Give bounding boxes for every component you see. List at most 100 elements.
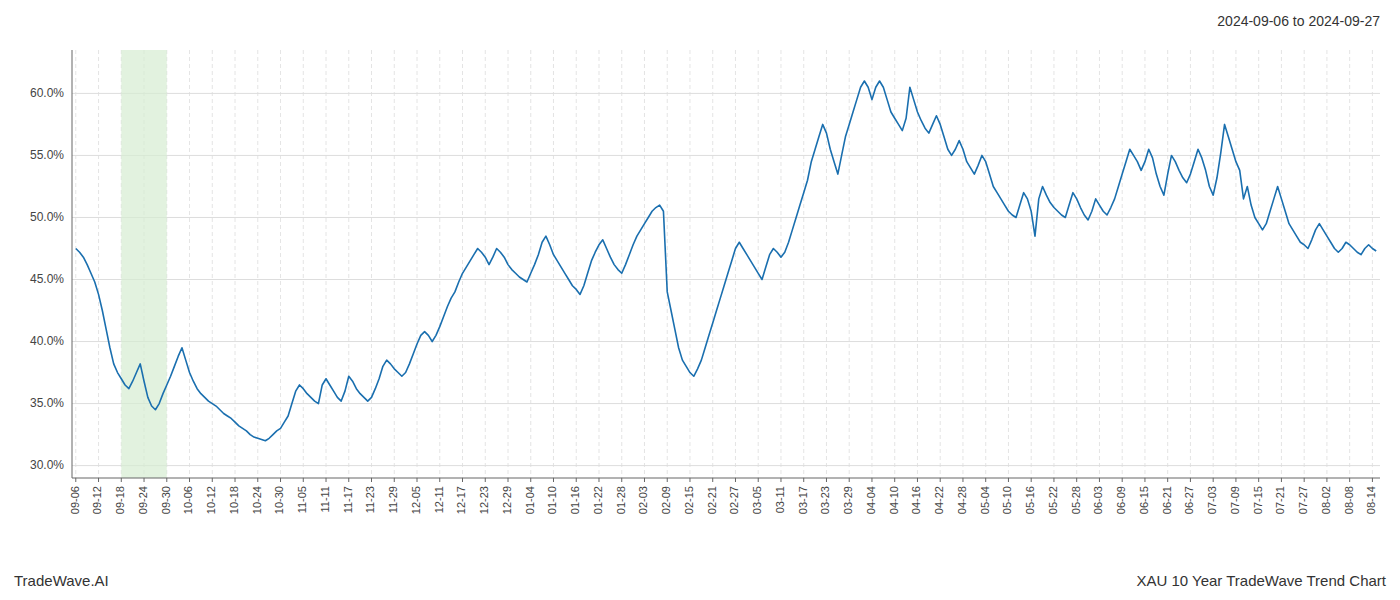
line bbox=[76, 81, 1376, 441]
y-tick-label: 35.0% bbox=[30, 396, 64, 410]
x-tick-label: 04-04 bbox=[865, 486, 877, 514]
x-tick bbox=[1213, 478, 1214, 482]
grid bbox=[72, 50, 1380, 478]
x-grid-line bbox=[530, 50, 531, 478]
x-grid-line bbox=[576, 50, 577, 478]
x-tick bbox=[1258, 478, 1259, 482]
x-tick-label: 07-03 bbox=[1206, 486, 1218, 514]
x-grid-line bbox=[1167, 50, 1168, 478]
x-tick bbox=[371, 478, 372, 482]
x-tick bbox=[508, 478, 509, 482]
background bbox=[0, 0, 1400, 600]
x-grid-line bbox=[1008, 50, 1009, 478]
x-grid-line bbox=[803, 50, 804, 478]
x-grid-line bbox=[689, 50, 690, 478]
x-tick bbox=[621, 478, 622, 482]
x-tick-label: 06-21 bbox=[1161, 486, 1173, 514]
x-tick-label: 06-09 bbox=[1115, 486, 1127, 514]
x-tick bbox=[598, 478, 599, 482]
x-grid-line bbox=[439, 50, 440, 478]
x-tick-label: 05-04 bbox=[979, 486, 991, 514]
x-tick-label: 11-11 bbox=[319, 486, 331, 513]
y-tick-label: 45.0% bbox=[30, 272, 64, 286]
x-tick bbox=[1008, 478, 1009, 482]
y-grid-line bbox=[72, 217, 1380, 218]
x-tick-label: 10-12 bbox=[205, 486, 217, 514]
x-tick bbox=[166, 478, 167, 482]
x-tick-label: 07-09 bbox=[1229, 486, 1241, 514]
x-tick-label: 05-16 bbox=[1024, 486, 1036, 514]
x-tick-label: 12-05 bbox=[410, 486, 422, 514]
x-tick bbox=[849, 478, 850, 482]
x-grid-line bbox=[553, 50, 554, 478]
x-tick-label: 08-02 bbox=[1320, 486, 1332, 514]
y-tick-label: 55.0% bbox=[30, 148, 64, 162]
x-tick bbox=[1326, 478, 1327, 482]
x-tick bbox=[417, 478, 418, 482]
x-grid-line bbox=[985, 50, 986, 478]
x-tick bbox=[1190, 478, 1191, 482]
x-grid-line bbox=[212, 50, 213, 478]
x-tick-label: 09-24 bbox=[137, 486, 149, 514]
x-tick bbox=[689, 478, 690, 482]
x-grid-line bbox=[1349, 50, 1350, 478]
x-tick-label: 10-24 bbox=[251, 486, 263, 514]
x-tick bbox=[985, 478, 986, 482]
x-tick bbox=[1053, 478, 1054, 482]
x-grid-line bbox=[98, 50, 99, 478]
x-tick bbox=[712, 478, 713, 482]
x-tick-label: 03-11 bbox=[774, 486, 786, 513]
x-tick bbox=[485, 478, 486, 482]
x-tick bbox=[98, 478, 99, 482]
x-grid-line bbox=[871, 50, 872, 478]
y-grid-line bbox=[72, 341, 1380, 342]
x-tick bbox=[144, 478, 145, 482]
x-tick bbox=[758, 478, 759, 482]
x-grid-line bbox=[1076, 50, 1077, 478]
x-tick-label: 01-16 bbox=[569, 486, 581, 514]
x-grid-line bbox=[1031, 50, 1032, 478]
x-tick bbox=[826, 478, 827, 482]
annotation: TradeWave.AI bbox=[14, 572, 109, 589]
y-tick-label: 30.0% bbox=[30, 458, 64, 472]
x-tick-label: 04-10 bbox=[888, 486, 900, 514]
x-tick-label: 09-30 bbox=[160, 486, 172, 514]
x-tick-label: 01-28 bbox=[615, 486, 627, 514]
x-tick-label: 07-15 bbox=[1252, 486, 1264, 514]
x-tick bbox=[1304, 478, 1305, 482]
x-grid-line bbox=[1258, 50, 1259, 478]
y-tick-label: 40.0% bbox=[30, 334, 64, 348]
x-tick-label: 08-14 bbox=[1365, 486, 1377, 514]
x-grid-line bbox=[189, 50, 190, 478]
x-tick-label: 07-27 bbox=[1297, 486, 1309, 514]
x-tick bbox=[280, 478, 281, 482]
x-tick bbox=[1235, 478, 1236, 482]
x-tick-label: 03-05 bbox=[751, 486, 763, 514]
x-tick-label: 03-23 bbox=[819, 486, 831, 514]
x-tick-label: 03-17 bbox=[797, 486, 809, 514]
annotation: XAU 10 Year TradeWave Trend Chart bbox=[1136, 572, 1386, 589]
x-tick-label: 06-15 bbox=[1138, 486, 1150, 514]
x-tick-label: 11-29 bbox=[387, 486, 399, 513]
x-grid-line bbox=[1213, 50, 1214, 478]
x-grid-line bbox=[371, 50, 372, 478]
x-tick bbox=[326, 478, 327, 482]
x-grid-line bbox=[462, 50, 463, 478]
x-axis-line bbox=[72, 478, 1380, 479]
x-tick bbox=[667, 478, 668, 482]
x-tick bbox=[348, 478, 349, 482]
x-tick bbox=[303, 478, 304, 482]
x-grid-line bbox=[1053, 50, 1054, 478]
x-tick-label: 05-10 bbox=[1001, 486, 1013, 514]
x-tick bbox=[780, 478, 781, 482]
x-tick-label: 08-08 bbox=[1343, 486, 1355, 514]
x-grid-line bbox=[667, 50, 668, 478]
x-grid-line bbox=[758, 50, 759, 478]
x-grid-line bbox=[1372, 50, 1373, 478]
x-tick bbox=[1031, 478, 1032, 482]
title: 2024-09-06 to 2024-09-27 bbox=[1217, 13, 1380, 29]
x-grid-line bbox=[621, 50, 622, 478]
x-tick bbox=[1099, 478, 1100, 482]
x-tick-label: 11-17 bbox=[342, 486, 354, 513]
y-tick-label: 60.0% bbox=[30, 86, 64, 100]
